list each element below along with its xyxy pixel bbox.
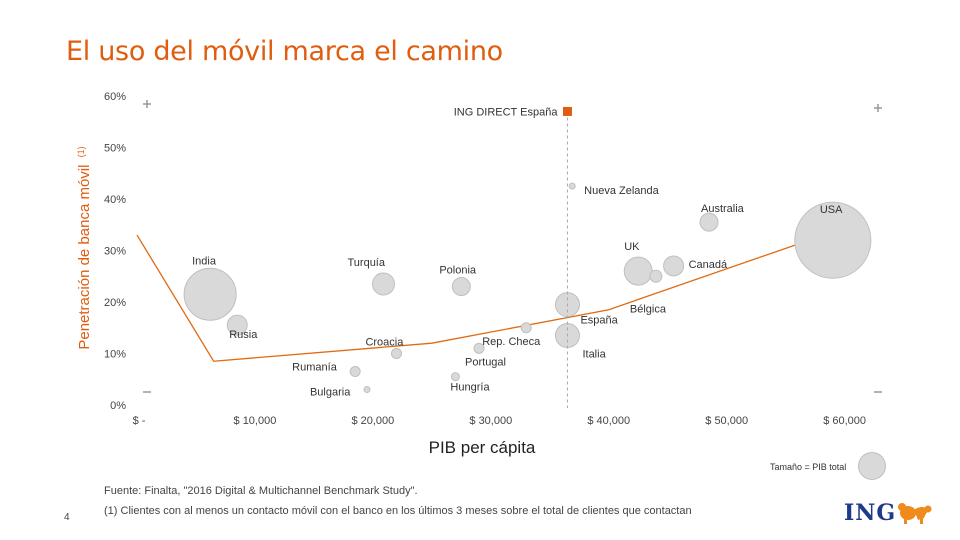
label-hungria: Hungría	[450, 382, 490, 394]
x-tick-40000: $ 40,000	[587, 415, 630, 427]
y-tick-30: 30%	[104, 246, 126, 258]
footnote: (1) Clientes con al menos un contacto mó…	[104, 505, 692, 517]
bubble-labels: India Rusia Turquía Croacia Rumanía Bulgaria P…	[192, 106, 843, 398]
y-tick-50: 50%	[104, 143, 126, 155]
size-legend-bubble	[858, 452, 886, 480]
x-tick-50000: $ 50,000	[705, 415, 748, 427]
label-rumania: Rumanía	[292, 362, 338, 374]
y-axis-label-superscript: (1)	[76, 146, 86, 157]
y-axis-label-text: Penetración de banca móvil	[76, 165, 93, 350]
label-india: India	[192, 255, 217, 267]
source-note: Fuente: Finalta, "2016 Digital & Multich…	[104, 485, 418, 497]
highlight-marker	[562, 106, 572, 116]
bubble-rusia	[226, 314, 248, 336]
label-bulgaria: Bulgaria	[310, 387, 351, 399]
label-australia: Australia	[701, 203, 745, 215]
label-uk: UK	[624, 241, 640, 253]
label-turquia: Turquía	[347, 257, 385, 269]
x-tick-20000: $ 20,000	[351, 415, 394, 427]
label-espana: España	[580, 315, 618, 327]
bubble-canada	[663, 255, 685, 277]
y-tick-20: 20%	[104, 297, 126, 309]
label-portugal: Portugal	[465, 356, 506, 368]
bubble-portugal	[473, 342, 485, 354]
bubble-belgica	[649, 269, 663, 283]
bubble-nueva-zelanda	[568, 182, 576, 190]
label-italia: Italia	[582, 348, 606, 360]
bubble-rumania	[349, 366, 361, 378]
bubbles	[183, 106, 872, 408]
y-tick-60: 60%	[104, 91, 126, 103]
bubble-uk	[623, 256, 653, 286]
slide-title: El uso del móvil marca el camino	[66, 36, 503, 67]
bubble-bulgaria	[363, 386, 371, 394]
label-usa: USA	[820, 204, 843, 216]
label-ing-direct-espana: ING DIRECT España	[454, 106, 559, 118]
size-legend-label: Tamaño = PIB total	[770, 462, 847, 472]
label-croacia: Croacia	[365, 337, 404, 349]
label-nueva-zelanda: Nueva Zelanda	[584, 185, 659, 197]
x-axis-label: PIB per cápita	[429, 438, 536, 457]
ing-logo-text: ING	[844, 500, 897, 526]
label-canada: Canadá	[689, 259, 728, 271]
bubble-croacia	[390, 348, 402, 359]
lion-icon	[898, 503, 932, 524]
bubble-australia	[699, 212, 719, 232]
page-number: 4	[64, 512, 70, 523]
ing-logo: ING	[844, 500, 936, 526]
x-tick-60000: $ 60,000	[823, 415, 866, 427]
y-tick-40: 40%	[104, 194, 126, 206]
trend-line	[136, 234, 810, 362]
bubble-india	[183, 267, 237, 321]
bubble-polonia	[451, 277, 471, 297]
bubble-usa	[794, 201, 872, 279]
y-tick-10: 10%	[104, 349, 126, 361]
y-axis-label: Penetración de banca móvil (1)	[76, 146, 93, 349]
y-tick-0: 0%	[110, 400, 126, 412]
chart-axes: 0% 10% 20% 30% 40% 50% 60% $ - $ 10,000 $ 20,000 $…	[104, 91, 882, 427]
label-rep-checa: Rep. Checa	[482, 336, 541, 348]
label-belgica: Bélgica	[630, 303, 667, 315]
bubble-rep-checa	[520, 322, 532, 334]
trend-polyline	[136, 234, 810, 362]
bubble-hungria	[450, 372, 460, 382]
bubble-turquia	[371, 272, 395, 296]
x-tick-0: $ -	[133, 415, 146, 427]
label-polonia: Polonia	[439, 265, 477, 277]
x-tick-10000: $ 10,000	[234, 415, 277, 427]
label-rusia: Rusia	[229, 329, 258, 341]
x-tick-30000: $ 30,000	[469, 415, 512, 427]
